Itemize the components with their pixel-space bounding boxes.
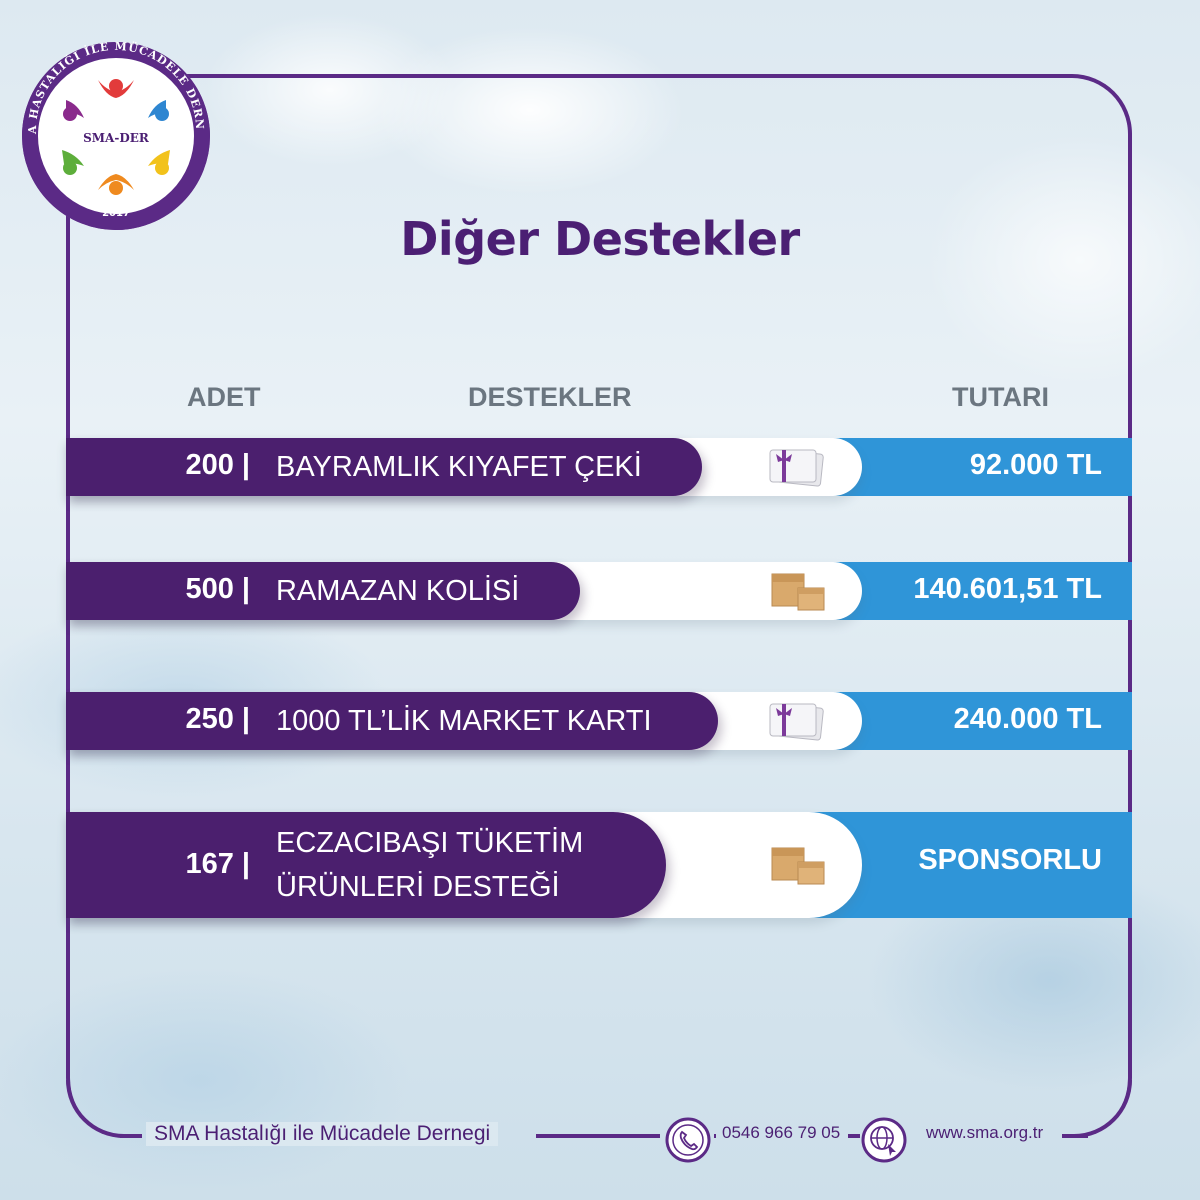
row-qty: 500 | bbox=[185, 573, 250, 605]
footer-phone[interactable]: 0546 966 79 05 bbox=[722, 1123, 841, 1142]
row-purple-band bbox=[66, 562, 580, 620]
row-qty: 200 | bbox=[185, 449, 250, 481]
frame-bottom-segment bbox=[536, 1134, 660, 1138]
footer-website[interactable]: www.sma.org.tr bbox=[926, 1123, 1044, 1142]
row-qty: 167 | bbox=[185, 848, 250, 880]
gift-card-icon bbox=[766, 700, 826, 748]
frame-bottom-segment bbox=[120, 1134, 142, 1138]
row-purple-band bbox=[66, 438, 702, 496]
row-amount: SPONSORLU bbox=[918, 844, 1102, 876]
logo-center-text: SMA-DER bbox=[83, 131, 150, 145]
row-amount: 92.000 TL bbox=[969, 449, 1102, 481]
row-amount: 140.601,51 TL bbox=[913, 573, 1102, 605]
frame-corner-left bbox=[66, 1080, 136, 1138]
support-row: 500 | RAMAZAN KOLİSİ 140.601,51 TL bbox=[66, 562, 1132, 620]
row-label: RAMAZAN KOLİSİ bbox=[276, 575, 520, 607]
column-header-qty: ADET bbox=[187, 382, 261, 412]
footer-org-name: SMA Hastalığı ile Mücadele Dernegi bbox=[146, 1122, 499, 1146]
row-amount: 240.000 TL bbox=[953, 703, 1102, 735]
support-row: 167 | ECZACIBAŞI TÜKETİM ÜRÜNLERİ DESTEĞ… bbox=[66, 812, 1132, 918]
row-purple-band bbox=[66, 692, 718, 750]
row-qty: 250 | bbox=[185, 703, 250, 735]
frame-corner-right bbox=[1062, 1080, 1132, 1138]
column-header-support: DESTEKLER bbox=[468, 382, 632, 412]
column-header-amount: TUTARI bbox=[952, 382, 1049, 412]
sma-der-logo: SMA HASTALIĞI İLE MÜCADELE DERNEĞİ 2017 … bbox=[11, 9, 214, 236]
row-label-line1: ECZACIBAŞI TÜKETİM bbox=[276, 827, 584, 859]
frame-bottom-segment bbox=[1066, 1134, 1088, 1138]
support-row: 200 | BAYRAMLIK KIYAFET ÇEKİ 92.000 TL bbox=[66, 438, 1132, 496]
row-label: 1000 TL’LİK MARKET KARTI bbox=[276, 705, 652, 737]
logo-year: 2017 bbox=[102, 208, 130, 219]
cardboard-box-icon bbox=[768, 844, 828, 892]
page-title: Diğer Destekler bbox=[400, 212, 800, 266]
row-purple-band bbox=[66, 812, 666, 918]
row-label: BAYRAMLIK KIYAFET ÇEKİ bbox=[276, 451, 642, 483]
frame-bottom-segment bbox=[848, 1134, 860, 1138]
gift-card-icon bbox=[766, 446, 826, 494]
cardboard-box-icon bbox=[768, 570, 828, 618]
frame-bottom-segment bbox=[714, 1134, 716, 1138]
support-row: 250 | 1000 TL’LİK MARKET KARTI 240.000 T… bbox=[66, 692, 1132, 750]
globe-icon bbox=[860, 1116, 908, 1164]
phone-icon bbox=[664, 1116, 712, 1164]
row-label-line2: ÜRÜNLERİ DESTEĞİ bbox=[276, 871, 560, 903]
